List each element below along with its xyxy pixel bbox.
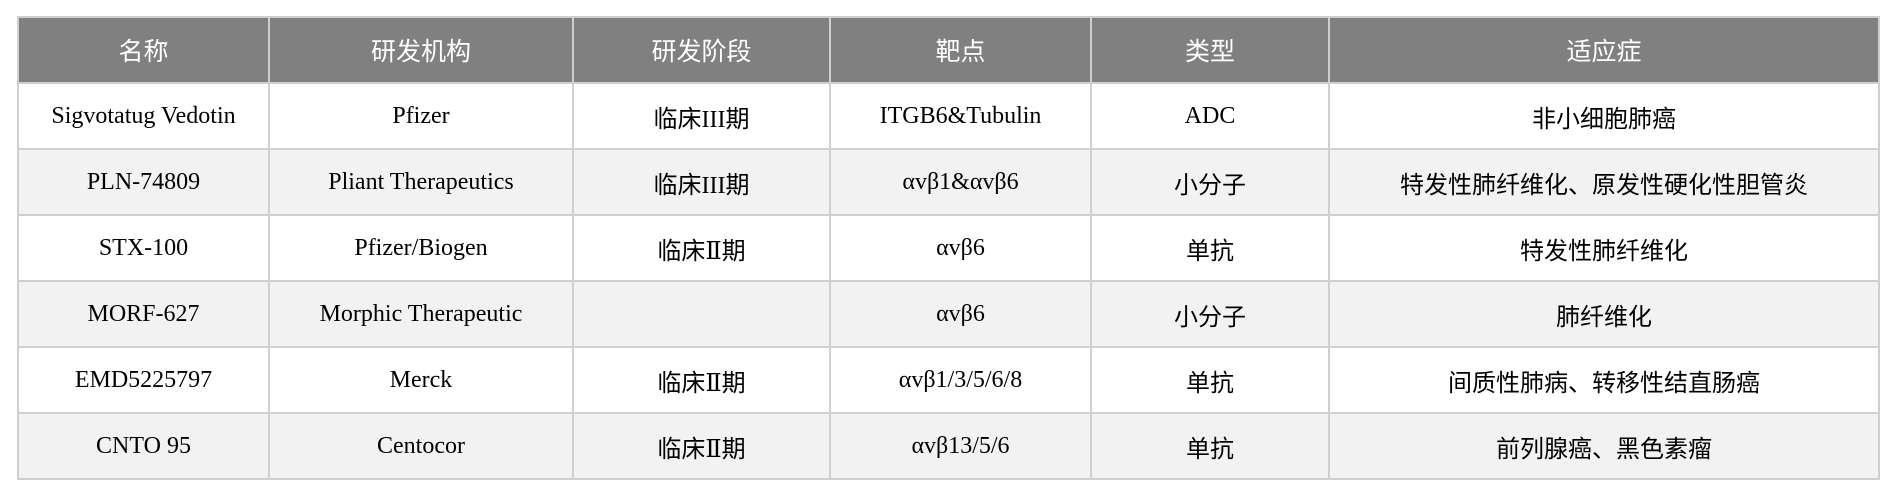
cell-name: STX-100	[17, 214, 270, 282]
cell-target: αvβ6	[829, 280, 1092, 348]
cell-type: 单抗	[1090, 346, 1330, 414]
cell-target: αvβ1&αvβ6	[829, 148, 1092, 216]
cell-developer: Pfizer	[268, 82, 574, 150]
cell-indication: 特发性肺纤维化、原发性硬化性胆管炎	[1328, 148, 1880, 216]
header-row: 名称 研发机构 研发阶段 靶点 类型 适应症	[17, 16, 1880, 84]
column-header-target: 靶点	[829, 16, 1092, 84]
cell-developer: Pliant Therapeutics	[268, 148, 574, 216]
cell-indication: 间质性肺病、转移性结直肠癌	[1328, 346, 1880, 414]
cell-indication: 特发性肺纤维化	[1328, 214, 1880, 282]
cell-stage: 临床III期	[572, 82, 831, 150]
cell-stage: 临床Ⅱ期	[572, 412, 831, 480]
cell-stage: 临床Ⅱ期	[572, 346, 831, 414]
cell-name: MORF-627	[17, 280, 270, 348]
cell-developer: Merck	[268, 346, 574, 414]
cell-target: αvβ13/5/6	[829, 412, 1092, 480]
table-row: PLN-74809 Pliant Therapeutics 临床III期 αvβ1&α…	[17, 148, 1880, 216]
column-header-stage: 研发阶段	[572, 16, 831, 84]
cell-indication: 肺纤维化	[1328, 280, 1880, 348]
cell-name: CNTO 95	[17, 412, 270, 480]
table-row: Sigvotatug Vedotin Pfizer 临床III期 ITGB6&Tubu…	[17, 82, 1880, 150]
table-row: CNTO 95 Centocor 临床Ⅱ期 αvβ13/5/6 单抗 前列腺癌、黑色素瘤	[17, 412, 1880, 480]
cell-developer: Pfizer/Biogen	[268, 214, 574, 282]
table-row: STX-100 Pfizer/Biogen 临床Ⅱ期 αvβ6 单抗 特发性肺纤维化	[17, 214, 1880, 282]
cell-developer: Centocor	[268, 412, 574, 480]
cell-target: αvβ6	[829, 214, 1092, 282]
cell-stage: 临床Ⅱ期	[572, 214, 831, 282]
cell-stage	[572, 280, 831, 348]
cell-type: 单抗	[1090, 214, 1330, 282]
cell-name: PLN-74809	[17, 148, 270, 216]
column-header-indication: 适应症	[1328, 16, 1880, 84]
column-header-developer: 研发机构	[268, 16, 574, 84]
cell-type: 单抗	[1090, 412, 1330, 480]
cell-indication: 非小细胞肺癌	[1328, 82, 1880, 150]
column-header-type: 类型	[1090, 16, 1330, 84]
cell-type: ADC	[1090, 82, 1330, 150]
cell-type: 小分子	[1090, 148, 1330, 216]
table-row: EMD5225797 Merck 临床Ⅱ期 αvβ1/3/5/6/8 单抗 间质性肺病、转…	[17, 346, 1880, 414]
cell-type: 小分子	[1090, 280, 1330, 348]
drug-pipeline-table: 名称 研发机构 研发阶段 靶点 类型 适应症 Sigvotatug Vedotin Pfiz…	[17, 16, 1880, 480]
table-row: MORF-627 Morphic Therapeutic αvβ6 小分子 肺纤维化	[17, 280, 1880, 348]
cell-target: ITGB6&Tubulin	[829, 82, 1092, 150]
cell-stage: 临床III期	[572, 148, 831, 216]
cell-name: EMD5225797	[17, 346, 270, 414]
column-header-name: 名称	[17, 16, 270, 84]
cell-target: αvβ1/3/5/6/8	[829, 346, 1092, 414]
cell-developer: Morphic Therapeutic	[268, 280, 574, 348]
cell-name: Sigvotatug Vedotin	[17, 82, 270, 150]
cell-indication: 前列腺癌、黑色素瘤	[1328, 412, 1880, 480]
